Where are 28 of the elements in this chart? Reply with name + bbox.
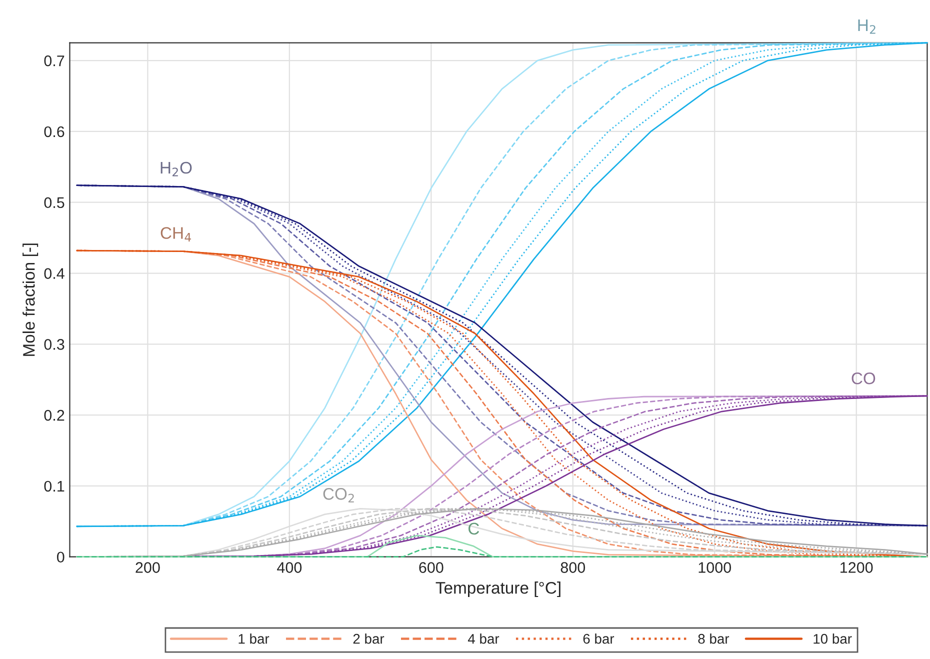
y-axis-title: Mole fraction [-]: [22, 244, 38, 356]
x-tick-label: 1000: [698, 562, 732, 573]
x-tick-label: 400: [277, 562, 302, 573]
legend-label: 2 bar: [353, 634, 384, 644]
annotation: C: [468, 522, 480, 535]
y-tick-label: 0.5: [44, 197, 64, 208]
x-tick-label: 200: [136, 562, 160, 573]
y-tick-label: 0.4: [44, 268, 64, 279]
y-tick-label: 0.7: [44, 55, 64, 66]
annotation: CH$_{4}$: [160, 227, 191, 242]
x-tick-label: 1200: [840, 562, 873, 573]
x-axis-title: Temperature [°C]: [436, 582, 560, 598]
annotation: CO$_{2}$: [323, 488, 354, 502]
annotation: H$_{2}$: [858, 20, 876, 34]
legend-label: 4 bar: [468, 634, 500, 644]
legend-label: 6 bar: [583, 634, 614, 644]
y-tick-label: 0: [56, 552, 64, 563]
legend-label: 8 bar: [698, 634, 730, 644]
annotation: H$_{2}$O: [160, 162, 192, 176]
legend-label: 1 bar: [238, 634, 270, 644]
y-tick-label: 0.3: [44, 339, 64, 350]
x-tick-label: 600: [419, 562, 444, 573]
x-tick-label: 800: [560, 562, 586, 573]
legend-label: 10 bar: [814, 634, 852, 644]
annotation: CO: [852, 372, 876, 384]
y-tick-label: 0.6: [44, 126, 64, 138]
y-tick-label: 0.2: [44, 410, 64, 421]
y-tick-label: 0.1: [44, 480, 64, 492]
